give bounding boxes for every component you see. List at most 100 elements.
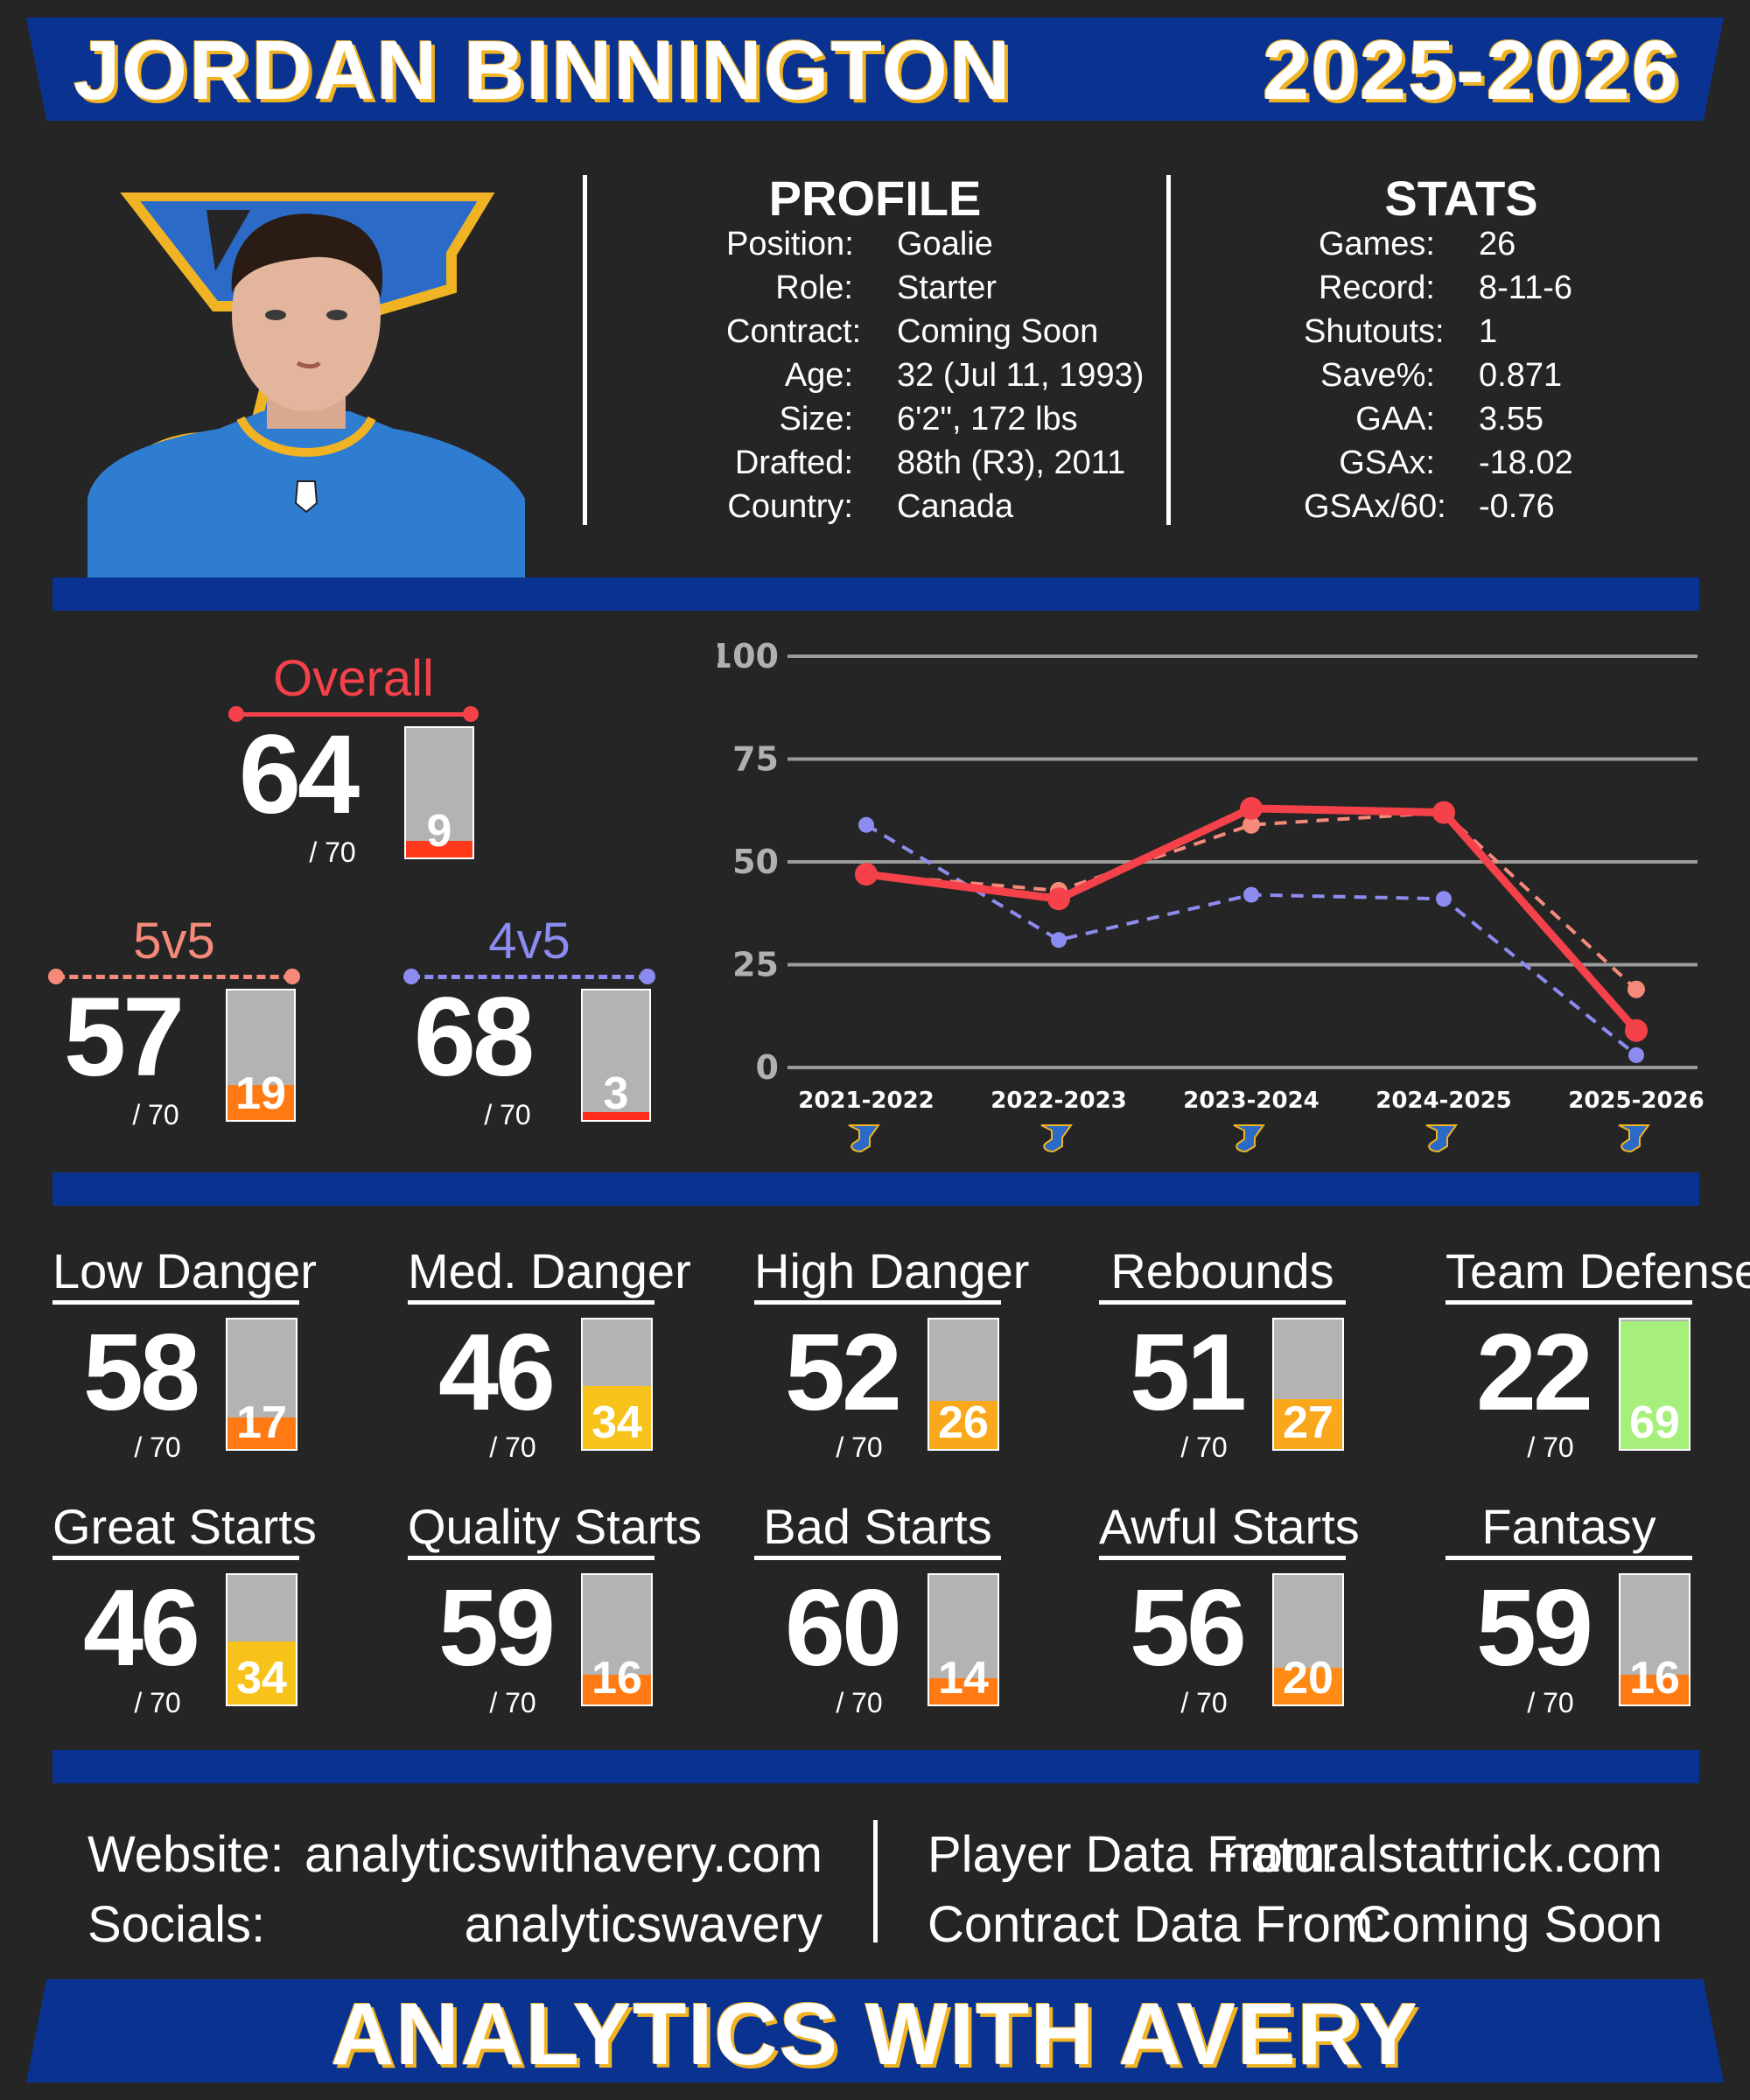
metric-label: High Danger bbox=[754, 1243, 1030, 1298]
fivev5-label-dot-right bbox=[284, 969, 300, 984]
metric-underline bbox=[754, 1300, 1001, 1305]
metric-out-of: / 70 bbox=[489, 1687, 536, 1718]
metric-out-of: / 70 bbox=[1527, 1687, 1574, 1718]
metric-rank-label: 34 bbox=[592, 1397, 642, 1448]
fourv5-out-of: / 70 bbox=[484, 1099, 531, 1130]
metric-rank-bar: 14 bbox=[928, 1573, 999, 1706]
metric-label: Fantasy bbox=[1481, 1499, 1656, 1554]
series-point-4v5 bbox=[1436, 891, 1452, 907]
metric-rank-fill bbox=[1620, 1321, 1689, 1449]
overall-label-dot-right bbox=[463, 706, 479, 722]
stats-row-value: 0.871 bbox=[1479, 357, 1563, 394]
stats-row: GAA: 3.55 bbox=[1304, 401, 1544, 438]
overall-rank-fill bbox=[406, 841, 472, 858]
series-point-5v5 bbox=[1242, 816, 1260, 834]
metric-rank-bar: 34 bbox=[581, 1318, 653, 1451]
metric-rank-fill bbox=[1620, 1675, 1689, 1704]
metric-label: Quality Starts bbox=[408, 1499, 703, 1554]
stats-row-label: GSAx/60: bbox=[1304, 488, 1446, 525]
stats-row: GSAx/60: -0.76 bbox=[1304, 488, 1555, 526]
player-name: JORDAN BINNINGTON bbox=[74, 24, 1012, 117]
profile-row: Country: Canada bbox=[726, 488, 1013, 526]
profile-row-value: Canada bbox=[897, 488, 1014, 525]
fivev5-label-dot-left bbox=[48, 969, 64, 984]
metric-rank-bar: 20 bbox=[1272, 1573, 1344, 1706]
stats-row: GSAx: -18.02 bbox=[1304, 444, 1573, 482]
metric-score: 59 bbox=[438, 1568, 556, 1689]
website-link[interactable]: analyticswithavery.com bbox=[304, 1826, 822, 1883]
overall-rank-label: 9 bbox=[426, 806, 452, 857]
metric-rank-label: 69 bbox=[1629, 1397, 1680, 1448]
profile-row-label: Age: bbox=[784, 357, 853, 394]
metric-card: Great Starts 46/ 70 34 bbox=[52, 1498, 350, 1726]
blues-note-icon bbox=[1040, 1124, 1073, 1153]
metric-out-of: / 70 bbox=[1180, 1432, 1228, 1463]
metric-score: 22 bbox=[1476, 1312, 1593, 1433]
x-tick-label: 2021-2022 bbox=[798, 1088, 934, 1114]
metric-rank-bar: 16 bbox=[581, 1573, 653, 1706]
stats-row-label: GAA: bbox=[1355, 401, 1435, 438]
fivev5-rank-fill bbox=[228, 1085, 294, 1120]
metric-underline bbox=[1446, 1556, 1692, 1560]
metric-rank-bar: 69 bbox=[1619, 1318, 1690, 1451]
profile-row-value: 6'2", 172 lbs bbox=[897, 401, 1078, 438]
stats-row: Save%: 0.871 bbox=[1304, 357, 1562, 395]
metric-underline bbox=[754, 1556, 1001, 1560]
metric-label: Bad Starts bbox=[763, 1499, 992, 1554]
metric-rank-label: 14 bbox=[938, 1653, 989, 1704]
metric-score: 51 bbox=[1130, 1312, 1247, 1433]
overall-label: Overall bbox=[273, 650, 434, 707]
metric-score: 58 bbox=[83, 1312, 200, 1433]
series-line-4v5 bbox=[864, 822, 1638, 1057]
profile-row-label: Position: bbox=[726, 226, 854, 262]
socials-handle[interactable]: analyticswavery bbox=[464, 1896, 822, 1953]
metric-out-of: / 70 bbox=[836, 1432, 883, 1463]
stats-row-value: -0.76 bbox=[1479, 488, 1555, 525]
metric-rank-fill bbox=[929, 1678, 998, 1704]
profile-row: Contract: Coming Soon bbox=[726, 313, 1098, 351]
stats-row-value: 3.55 bbox=[1479, 401, 1544, 438]
website-label: Website: bbox=[88, 1826, 284, 1883]
profile-row-value: 32 (Jul 11, 1993) bbox=[897, 357, 1144, 394]
y-tick-label: 100 bbox=[718, 637, 779, 676]
overall-label-dot-left bbox=[228, 706, 244, 722]
series-point-overall bbox=[855, 863, 878, 886]
overall-rank-bar: 9 bbox=[404, 726, 474, 859]
metric-score: 52 bbox=[785, 1312, 902, 1433]
fivev5-rank-bar: 19 bbox=[226, 989, 296, 1122]
metric-rank-bar: 34 bbox=[226, 1573, 298, 1706]
y-tick-label: 25 bbox=[732, 946, 779, 984]
section-divider-3 bbox=[52, 1750, 1699, 1783]
metric-underline bbox=[1099, 1300, 1346, 1305]
brand-title: ANALYTICS WITH AVERY bbox=[331, 1985, 1419, 2083]
metric-underline bbox=[408, 1300, 654, 1305]
metric-rank-bar: 26 bbox=[928, 1318, 999, 1451]
metric-card: Team Defense 22/ 70 69 bbox=[1446, 1242, 1750, 1470]
metric-underline bbox=[1446, 1300, 1692, 1305]
overall-label-line bbox=[236, 712, 471, 717]
title-banner bbox=[26, 18, 1724, 121]
stats-row-label: Shutouts: bbox=[1304, 313, 1445, 350]
stats-row: Shutouts: 1 bbox=[1304, 313, 1497, 351]
x-tick-label: 2024-2025 bbox=[1376, 1088, 1512, 1114]
metric-out-of: / 70 bbox=[489, 1432, 536, 1463]
fivev5-label-line bbox=[56, 975, 292, 979]
player-data-source[interactable]: naturalstattrick.com bbox=[1222, 1826, 1662, 1883]
metric-rank-fill bbox=[228, 1642, 296, 1704]
series-line-5v5 bbox=[865, 810, 1638, 991]
metric-underline bbox=[1099, 1556, 1346, 1560]
profile-row-label: Country: bbox=[727, 488, 853, 525]
metric-rank-fill bbox=[929, 1401, 998, 1449]
player-data-label: Player Data From: bbox=[928, 1826, 1340, 1883]
profile-row-value: Goalie bbox=[897, 226, 993, 262]
blues-note-icon bbox=[1618, 1124, 1650, 1153]
series-point-4v5 bbox=[1628, 1046, 1644, 1063]
stats-row-label: GSAx: bbox=[1339, 444, 1435, 481]
metric-card: Fantasy 59/ 70 16 bbox=[1446, 1498, 1743, 1726]
metric-score: 46 bbox=[438, 1312, 556, 1433]
metric-card: Rebounds 51/ 70 27 bbox=[1099, 1242, 1396, 1470]
profile-row-value: Starter bbox=[897, 270, 998, 306]
metric-label: Med. Danger bbox=[408, 1243, 691, 1298]
stats-row: Games: 26 bbox=[1304, 226, 1516, 263]
rating-trend-chart: 0 25 50 75 100 2021-2022 2022-2023 2023-2024 202… bbox=[718, 637, 1704, 1153]
